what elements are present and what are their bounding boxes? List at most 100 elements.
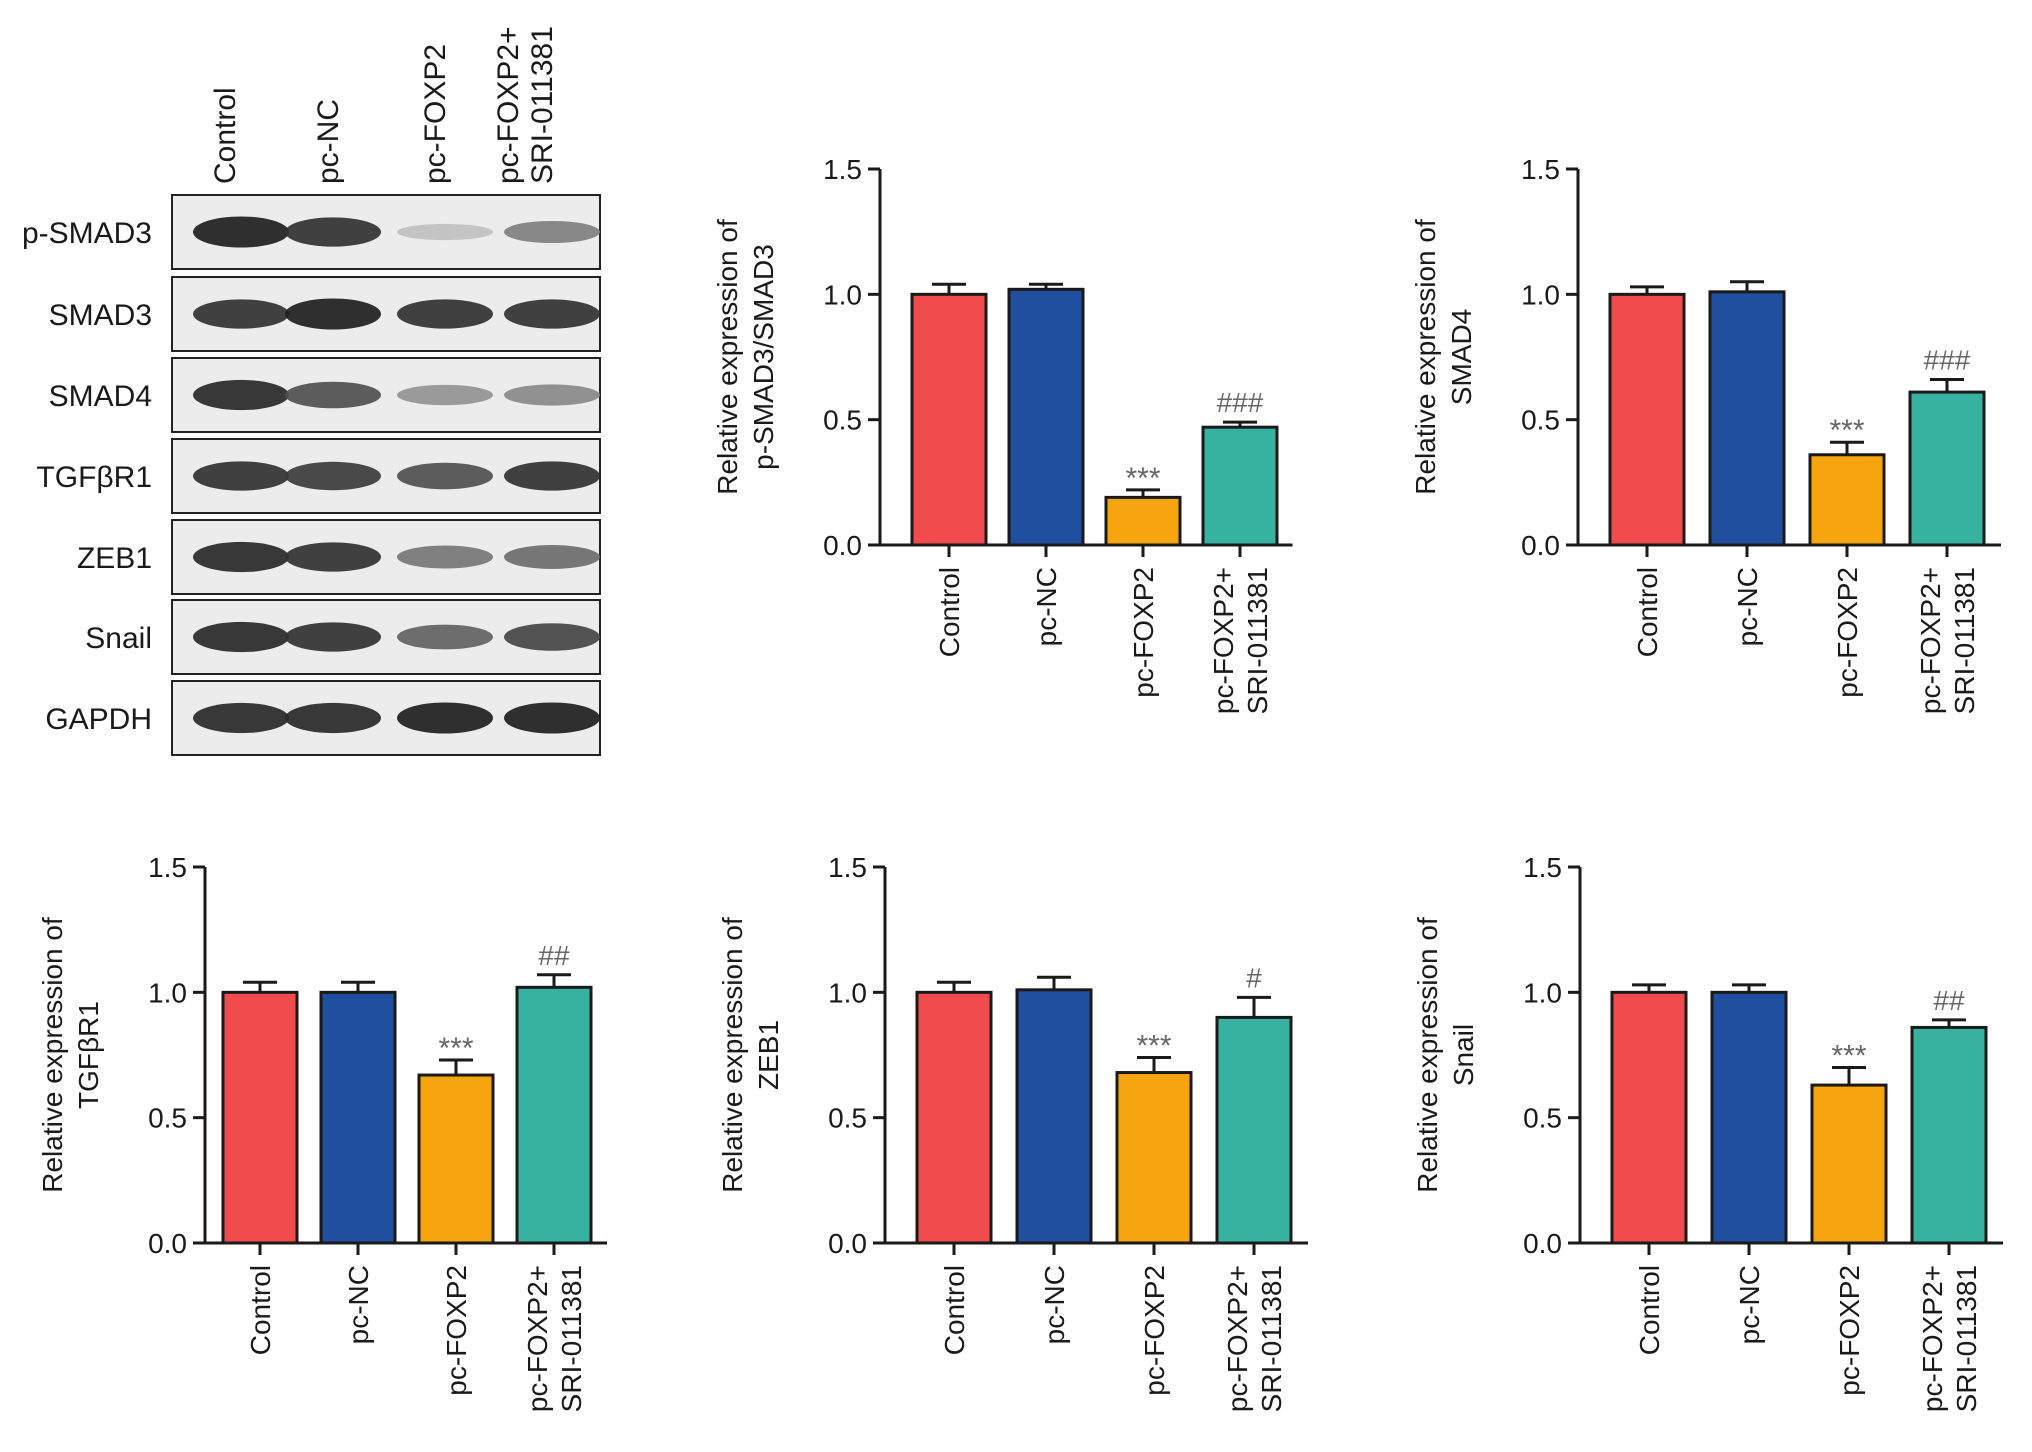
lane-label: SRI-011381 bbox=[526, 26, 559, 184]
y-tick-label: 0.5 bbox=[1521, 405, 1560, 436]
y-axis-title: Relative expression of bbox=[712, 219, 743, 495]
y-axis-title: Relative expression of bbox=[1410, 219, 1441, 495]
blot-band bbox=[504, 299, 600, 329]
blot-band bbox=[397, 384, 493, 406]
y-tick-label: 1.0 bbox=[1523, 977, 1562, 1008]
significance-hashes: ## bbox=[538, 940, 570, 971]
y-tick-label: 0.5 bbox=[1523, 1103, 1562, 1134]
bar bbox=[221, 990, 299, 1245]
y-tick-label: 0.5 bbox=[828, 1103, 867, 1134]
blot-band bbox=[504, 461, 600, 491]
x-tick-label: pc-FOXP2 bbox=[1139, 1265, 1170, 1396]
significance-stars: *** bbox=[438, 1032, 473, 1065]
x-tick-label: pc-NC bbox=[1734, 1265, 1765, 1344]
blot-band bbox=[193, 216, 289, 248]
blot-band bbox=[397, 624, 493, 650]
x-tick-label: pc-NC bbox=[1031, 567, 1062, 646]
bar bbox=[1708, 290, 1786, 547]
lane-label: pc-FOXP2+ bbox=[492, 26, 525, 184]
protein-label: ZEB1 bbox=[77, 542, 152, 575]
y-tick-label: 1.5 bbox=[1521, 154, 1560, 185]
x-tick-label: pc-FOXP2+ bbox=[1915, 567, 1946, 714]
blot-band bbox=[193, 379, 289, 411]
x-tick-label: pc-FOXP2+ bbox=[522, 1265, 553, 1412]
blot-band bbox=[504, 702, 600, 734]
significance-stars: *** bbox=[1125, 462, 1160, 495]
bar bbox=[915, 990, 993, 1245]
protein-label: Snail bbox=[85, 622, 152, 655]
bar bbox=[1201, 425, 1279, 547]
bar-chart: 0.0 0.5 1.0 1.5 Relative expression of Snail C… bbox=[1412, 852, 2003, 1412]
protein-label: GAPDH bbox=[45, 703, 152, 736]
x-tick-label: SRI-011381 bbox=[1951, 1265, 1982, 1412]
bar bbox=[1908, 390, 1986, 547]
blot-band bbox=[504, 545, 600, 569]
x-tick-label: pc-FOXP2+ bbox=[1208, 567, 1239, 714]
blot-band bbox=[504, 384, 600, 406]
blot-band bbox=[397, 545, 493, 569]
x-tick-label: pc-FOXP2+ bbox=[1222, 1265, 1253, 1412]
x-tick-label: pc-NC bbox=[1039, 1265, 1070, 1344]
bar bbox=[417, 1073, 495, 1245]
blot-band bbox=[397, 702, 493, 734]
y-axis-title: Snail bbox=[1448, 1024, 1479, 1086]
y-axis-title: Relative expression of bbox=[717, 917, 748, 1193]
y-tick-label: 0.0 bbox=[828, 1228, 867, 1259]
blot-band bbox=[193, 702, 289, 734]
x-tick-label: Control bbox=[939, 1265, 970, 1355]
blot-band bbox=[504, 623, 600, 651]
blot-band bbox=[397, 299, 493, 329]
y-axis-title: p-SMAD3/SMAD3 bbox=[748, 244, 779, 470]
lane-label: pc-FOXP2 bbox=[419, 44, 452, 184]
bar-chart: 0.0 0.5 1.0 1.5 Relative expression of TGFβR1… bbox=[37, 852, 607, 1412]
blot-band bbox=[285, 702, 381, 734]
significance-stars: *** bbox=[1829, 414, 1864, 447]
blot-band bbox=[397, 462, 493, 490]
y-tick-label: 0.5 bbox=[823, 405, 862, 436]
y-tick-label: 1.0 bbox=[823, 279, 862, 310]
protein-label: SMAD4 bbox=[49, 380, 152, 413]
y-tick-label: 1.5 bbox=[1523, 852, 1562, 883]
protein-label: TGFβR1 bbox=[36, 461, 152, 494]
x-tick-label: SRI-011381 bbox=[1242, 567, 1273, 714]
blot-band bbox=[285, 622, 381, 652]
bar-chart: 0.0 0.5 1.0 1.5 Relative expression of p-SMAD… bbox=[712, 154, 1293, 714]
protein-label: p-SMAD3 bbox=[22, 217, 152, 250]
significance-stars: *** bbox=[1136, 1030, 1171, 1063]
bar-chart: 0.0 0.5 1.0 1.5 Relative expression of ZEB1 Co… bbox=[717, 852, 1308, 1412]
y-axis-title: TGFβR1 bbox=[73, 1001, 104, 1109]
blot-band bbox=[285, 381, 381, 409]
bar bbox=[1015, 988, 1093, 1245]
blot-band bbox=[193, 621, 289, 653]
bar bbox=[515, 985, 593, 1245]
x-tick-label: SRI-011381 bbox=[1949, 567, 1980, 714]
bar bbox=[1104, 495, 1182, 547]
y-tick-label: 1.0 bbox=[828, 977, 867, 1008]
significance-hashes: ### bbox=[1217, 387, 1264, 418]
x-tick-label: pc-FOXP2 bbox=[1832, 567, 1863, 698]
y-axis-title: SMAD4 bbox=[1446, 309, 1477, 405]
bar bbox=[1007, 287, 1085, 547]
x-tick-label: pc-FOXP2 bbox=[441, 1265, 472, 1396]
bar bbox=[1610, 990, 1688, 1245]
x-tick-label: pc-NC bbox=[1732, 567, 1763, 646]
blot-band bbox=[193, 299, 289, 329]
significance-hashes: # bbox=[1246, 962, 1262, 993]
blot-band bbox=[285, 298, 381, 330]
lane-label: Control bbox=[209, 87, 242, 184]
y-axis-title: ZEB1 bbox=[753, 1020, 784, 1090]
significance-stars: *** bbox=[1831, 1040, 1866, 1073]
bar bbox=[1810, 1083, 1888, 1245]
bar bbox=[319, 990, 397, 1245]
bar bbox=[1115, 1071, 1193, 1245]
y-tick-label: 0.0 bbox=[1521, 530, 1560, 561]
blot-band bbox=[285, 542, 381, 572]
y-axis-title: Relative expression of bbox=[37, 917, 68, 1193]
x-tick-label: Control bbox=[934, 567, 965, 657]
blot-band bbox=[193, 541, 289, 573]
lane-label: pc-NC bbox=[312, 99, 345, 184]
y-tick-label: 1.5 bbox=[148, 852, 187, 883]
y-tick-label: 0.5 bbox=[148, 1103, 187, 1134]
